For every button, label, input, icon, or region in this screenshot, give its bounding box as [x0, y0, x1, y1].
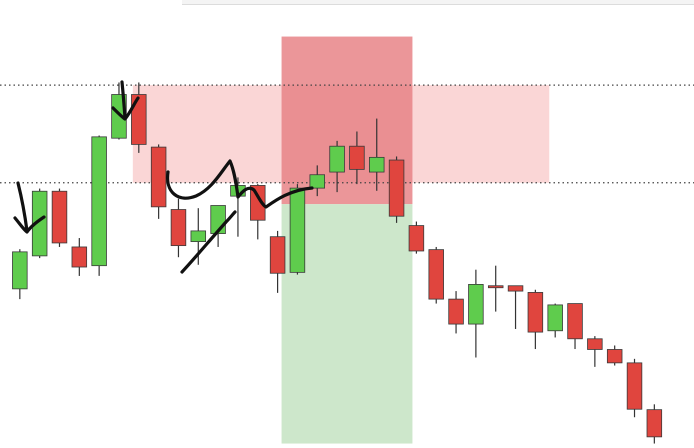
candle-body: [329, 145, 345, 173]
candle-body: [468, 284, 484, 325]
annotation-layer: [13, 80, 314, 274]
candle: [606, 345, 623, 366]
candle-body: [269, 236, 286, 274]
candle-body: [606, 349, 623, 364]
candle-body: [51, 190, 68, 244]
candle: [468, 269, 484, 358]
levels-layer: [0, 84, 694, 184]
candle: [448, 291, 464, 334]
candle: [507, 285, 524, 329]
candle: [388, 156, 405, 223]
candle-body: [91, 136, 107, 267]
candle-body: [250, 185, 266, 221]
candle: [646, 404, 663, 444]
candle-body: [289, 187, 306, 273]
candle-body: [170, 209, 187, 247]
candle: [428, 246, 444, 304]
candle: [567, 303, 583, 350]
candle-body: [626, 362, 643, 410]
candle-body: [587, 338, 603, 350]
candle: [170, 198, 187, 258]
candle-body: [507, 285, 524, 292]
candle-body: [388, 159, 405, 217]
candle: [626, 358, 643, 418]
candle-body: [646, 409, 663, 438]
candle-body: [487, 285, 504, 289]
candle-body: [12, 251, 28, 290]
candle-body: [369, 156, 385, 173]
candle: [547, 303, 563, 338]
candle-body: [547, 304, 563, 332]
candle: [131, 82, 147, 153]
candle: [51, 188, 68, 247]
hand-drawn-line: [166, 159, 314, 209]
candle-body: [71, 246, 88, 268]
candle: [369, 118, 385, 191]
candle: [408, 221, 425, 254]
candle: [289, 184, 306, 275]
candle: [12, 249, 28, 300]
candle-body: [408, 225, 425, 252]
down-arrow: [111, 80, 140, 121]
candle-body: [448, 298, 464, 325]
candle: [71, 238, 88, 276]
candle: [250, 184, 266, 240]
candle-body: [567, 303, 583, 340]
candle-body: [349, 145, 365, 170]
candle-body: [190, 230, 207, 243]
candle: [349, 131, 365, 185]
hand-drawn-line: [180, 210, 237, 274]
candle: [309, 165, 325, 197]
candle-body: [150, 146, 167, 208]
candle-body: [428, 249, 444, 300]
candle-body: [309, 174, 325, 189]
candle-body: [131, 94, 147, 145]
candle: [329, 140, 345, 193]
candle: [527, 289, 544, 350]
down-arrow: [13, 181, 46, 234]
candle: [487, 265, 504, 312]
candles-layer: [12, 82, 663, 444]
candle: [587, 336, 603, 367]
candle-body: [31, 190, 48, 257]
candle: [190, 208, 207, 265]
candle-body: [527, 292, 544, 333]
candle: [31, 188, 48, 259]
candle: [150, 144, 167, 219]
top-toolbar-strip: [182, 0, 694, 5]
candle: [91, 135, 107, 276]
candle: [269, 230, 286, 293]
